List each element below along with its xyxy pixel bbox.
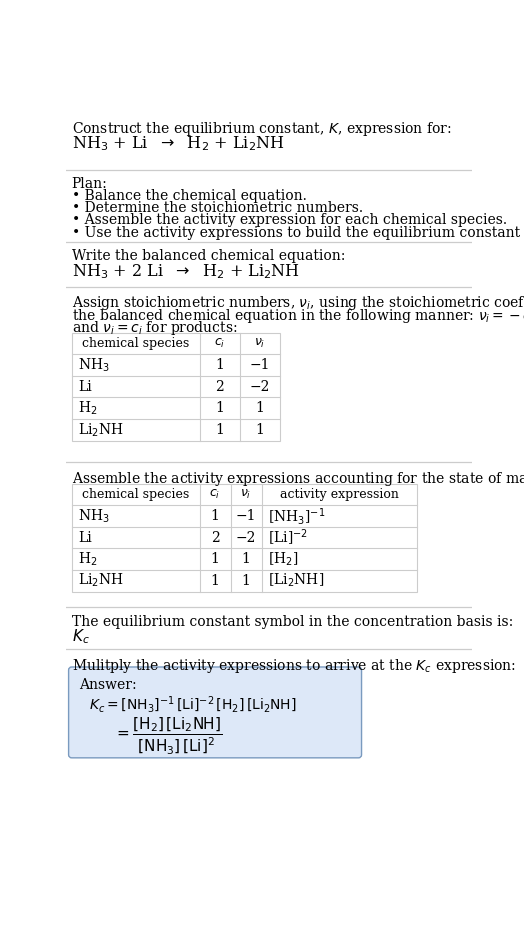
- Text: 1: 1: [242, 553, 250, 566]
- Text: 2: 2: [211, 531, 220, 545]
- Text: H$_2$: H$_2$: [78, 551, 97, 568]
- Text: $\nu_i$: $\nu_i$: [241, 488, 252, 501]
- Text: −2: −2: [236, 531, 256, 545]
- Text: • Determine the stoichiometric numbers.: • Determine the stoichiometric numbers.: [72, 201, 363, 215]
- Text: H$_2$: H$_2$: [78, 399, 97, 417]
- Text: The equilibrium constant symbol in the concentration basis is:: The equilibrium constant symbol in the c…: [72, 614, 513, 629]
- Text: 1: 1: [215, 359, 224, 372]
- Text: 1: 1: [256, 401, 265, 416]
- Text: Plan:: Plan:: [72, 177, 107, 191]
- Text: chemical species: chemical species: [82, 337, 189, 350]
- Text: and $\nu_i = c_i$ for products:: and $\nu_i = c_i$ for products:: [72, 319, 237, 337]
- Text: $= \dfrac{[\mathrm{H_2}]\,[\mathrm{Li_2NH}]}{[\mathrm{NH_3}]\,[\mathrm{Li}]^2}$: $= \dfrac{[\mathrm{H_2}]\,[\mathrm{Li_2N…: [114, 715, 223, 756]
- Text: Assemble the activity expressions accounting for the state of matter and $\nu_i$: Assemble the activity expressions accoun…: [72, 470, 524, 488]
- Text: 1: 1: [211, 573, 220, 588]
- Bar: [72, 333, 280, 440]
- Text: −2: −2: [250, 379, 270, 394]
- FancyBboxPatch shape: [69, 667, 362, 758]
- Text: NH$_3$ + Li  $\rightarrow$  H$_2$ + Li$_2$NH: NH$_3$ + Li $\rightarrow$ H$_2$ + Li$_2$…: [72, 134, 285, 153]
- Text: 1: 1: [242, 573, 250, 588]
- Text: −1: −1: [250, 359, 270, 372]
- Text: Answer:: Answer:: [80, 678, 137, 691]
- Text: $c_i$: $c_i$: [214, 337, 225, 350]
- Text: • Balance the chemical equation.: • Balance the chemical equation.: [72, 189, 307, 203]
- Text: 1: 1: [215, 401, 224, 416]
- Text: NH$_3$: NH$_3$: [78, 508, 110, 525]
- Text: $K_c$: $K_c$: [72, 628, 90, 647]
- Text: [Li$_2$NH]: [Li$_2$NH]: [268, 573, 324, 590]
- Text: Li$_2$NH: Li$_2$NH: [78, 421, 124, 438]
- Text: Li: Li: [78, 531, 92, 545]
- Text: 1: 1: [256, 423, 265, 437]
- Bar: [72, 484, 417, 592]
- Text: [H$_2$]: [H$_2$]: [268, 551, 298, 568]
- Text: NH$_3$: NH$_3$: [78, 357, 110, 374]
- Text: • Use the activity expressions to build the equilibrium constant expression.: • Use the activity expressions to build …: [72, 225, 524, 240]
- Text: −1: −1: [236, 509, 256, 523]
- Text: NH$_3$ + 2 Li  $\rightarrow$  H$_2$ + Li$_2$NH: NH$_3$ + 2 Li $\rightarrow$ H$_2$ + Li$_…: [72, 262, 300, 281]
- Text: $K_c = [\mathrm{NH_3}]^{-1}\,[\mathrm{Li}]^{-2}\,[\mathrm{H_2}]\,[\mathrm{Li_2NH: $K_c = [\mathrm{NH_3}]^{-1}\,[\mathrm{Li…: [89, 694, 296, 715]
- Text: Write the balanced chemical equation:: Write the balanced chemical equation:: [72, 249, 345, 262]
- Text: activity expression: activity expression: [280, 488, 399, 501]
- Text: Construct the equilibrium constant, $K$, expression for:: Construct the equilibrium constant, $K$,…: [72, 120, 451, 138]
- Text: $\nu_i$: $\nu_i$: [254, 337, 266, 350]
- Text: the balanced chemical equation in the following manner: $\nu_i = -c_i$ for react: the balanced chemical equation in the fo…: [72, 306, 524, 324]
- Text: 1: 1: [211, 509, 220, 523]
- Text: [NH$_3$]$^{-1}$: [NH$_3$]$^{-1}$: [268, 506, 325, 527]
- Text: 1: 1: [211, 553, 220, 566]
- Text: Assign stoichiometric numbers, $\nu_i$, using the stoichiometric coefficients, $: Assign stoichiometric numbers, $\nu_i$, …: [72, 294, 524, 312]
- Text: [Li]$^{-2}$: [Li]$^{-2}$: [268, 528, 308, 548]
- Text: $c_i$: $c_i$: [210, 488, 221, 501]
- Text: • Assemble the activity expression for each chemical species.: • Assemble the activity expression for e…: [72, 213, 507, 227]
- Text: Mulitply the activity expressions to arrive at the $K_c$ expression:: Mulitply the activity expressions to arr…: [72, 657, 516, 675]
- Text: Li: Li: [78, 379, 92, 394]
- Text: chemical species: chemical species: [82, 488, 189, 501]
- Text: 2: 2: [215, 379, 224, 394]
- Text: Li$_2$NH: Li$_2$NH: [78, 573, 124, 590]
- Text: 1: 1: [215, 423, 224, 437]
